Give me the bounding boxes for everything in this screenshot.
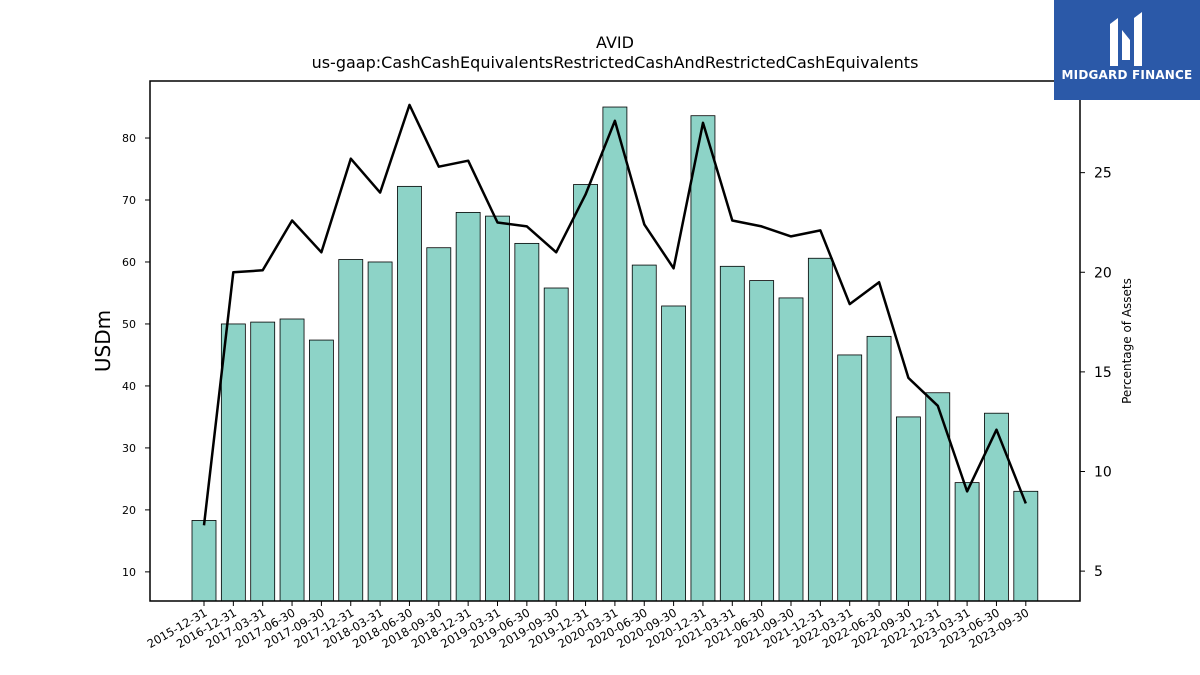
- y-tick-label: 60: [122, 256, 136, 269]
- bar: [954, 482, 980, 602]
- bar: [661, 305, 686, 602]
- y-tick-label: 80: [122, 132, 136, 145]
- bar: [397, 185, 422, 602]
- bar: [573, 184, 598, 602]
- brand-name: MIDGARD FINANCE: [1061, 68, 1193, 82]
- bar: [455, 211, 481, 602]
- bar: [837, 354, 863, 602]
- left-axis: 10 20 30 40 50 60 70 80: [122, 132, 150, 579]
- bar: [220, 323, 246, 602]
- bar: [279, 318, 305, 602]
- bar: [690, 115, 716, 602]
- y-tick-label: 70: [122, 194, 136, 207]
- y-tick-label: 10: [122, 566, 136, 579]
- bar: [514, 242, 540, 602]
- y-tick-label: 40: [122, 380, 136, 393]
- y2-tick-label: 20: [1094, 265, 1112, 281]
- line-series: [202, 103, 1027, 526]
- y2-tick-label: 5: [1094, 564, 1103, 580]
- bar: [778, 297, 804, 602]
- chart-title: AVID: [596, 33, 634, 52]
- y2-tick-label: 10: [1094, 464, 1112, 480]
- bar: [543, 287, 569, 602]
- y-tick-label: 50: [122, 318, 136, 331]
- bar: [1013, 490, 1039, 602]
- bar: [485, 215, 510, 602]
- y2-tick-label: 15: [1094, 365, 1112, 381]
- bar: [631, 264, 657, 602]
- bar: [807, 257, 833, 602]
- bar: [367, 261, 393, 602]
- bar: [250, 321, 276, 602]
- bar: [866, 335, 892, 602]
- chart-subtitle: us-gaap:CashCashEquivalentsRestrictedCas…: [312, 53, 919, 72]
- bar: [191, 520, 217, 602]
- y2-tick-label: 25: [1094, 166, 1112, 182]
- y2-axis-label: Percentage of Assets: [1120, 278, 1134, 404]
- bar: [896, 416, 921, 602]
- bar: [749, 280, 775, 602]
- bar: [925, 392, 951, 602]
- x-axis: 2015-12-312016-12-312017-03-312017-06-30…: [145, 601, 1031, 651]
- midgard-logo-icon: [1110, 12, 1142, 66]
- percentage-line: [202, 103, 1027, 526]
- bar: [602, 106, 628, 602]
- right-axis: 5 10 15 20 25: [1080, 166, 1112, 580]
- bar-series: [191, 106, 1039, 602]
- y-axis-label: USDm: [91, 310, 115, 372]
- bar: [984, 412, 1009, 602]
- bar: [426, 247, 452, 602]
- y-tick-label: 30: [122, 442, 136, 455]
- bar: [719, 265, 745, 602]
- bar: [338, 259, 364, 602]
- brand-logo: MIDGARD FINANCE: [1054, 0, 1200, 100]
- bar: [308, 339, 334, 602]
- y-tick-label: 20: [122, 504, 136, 517]
